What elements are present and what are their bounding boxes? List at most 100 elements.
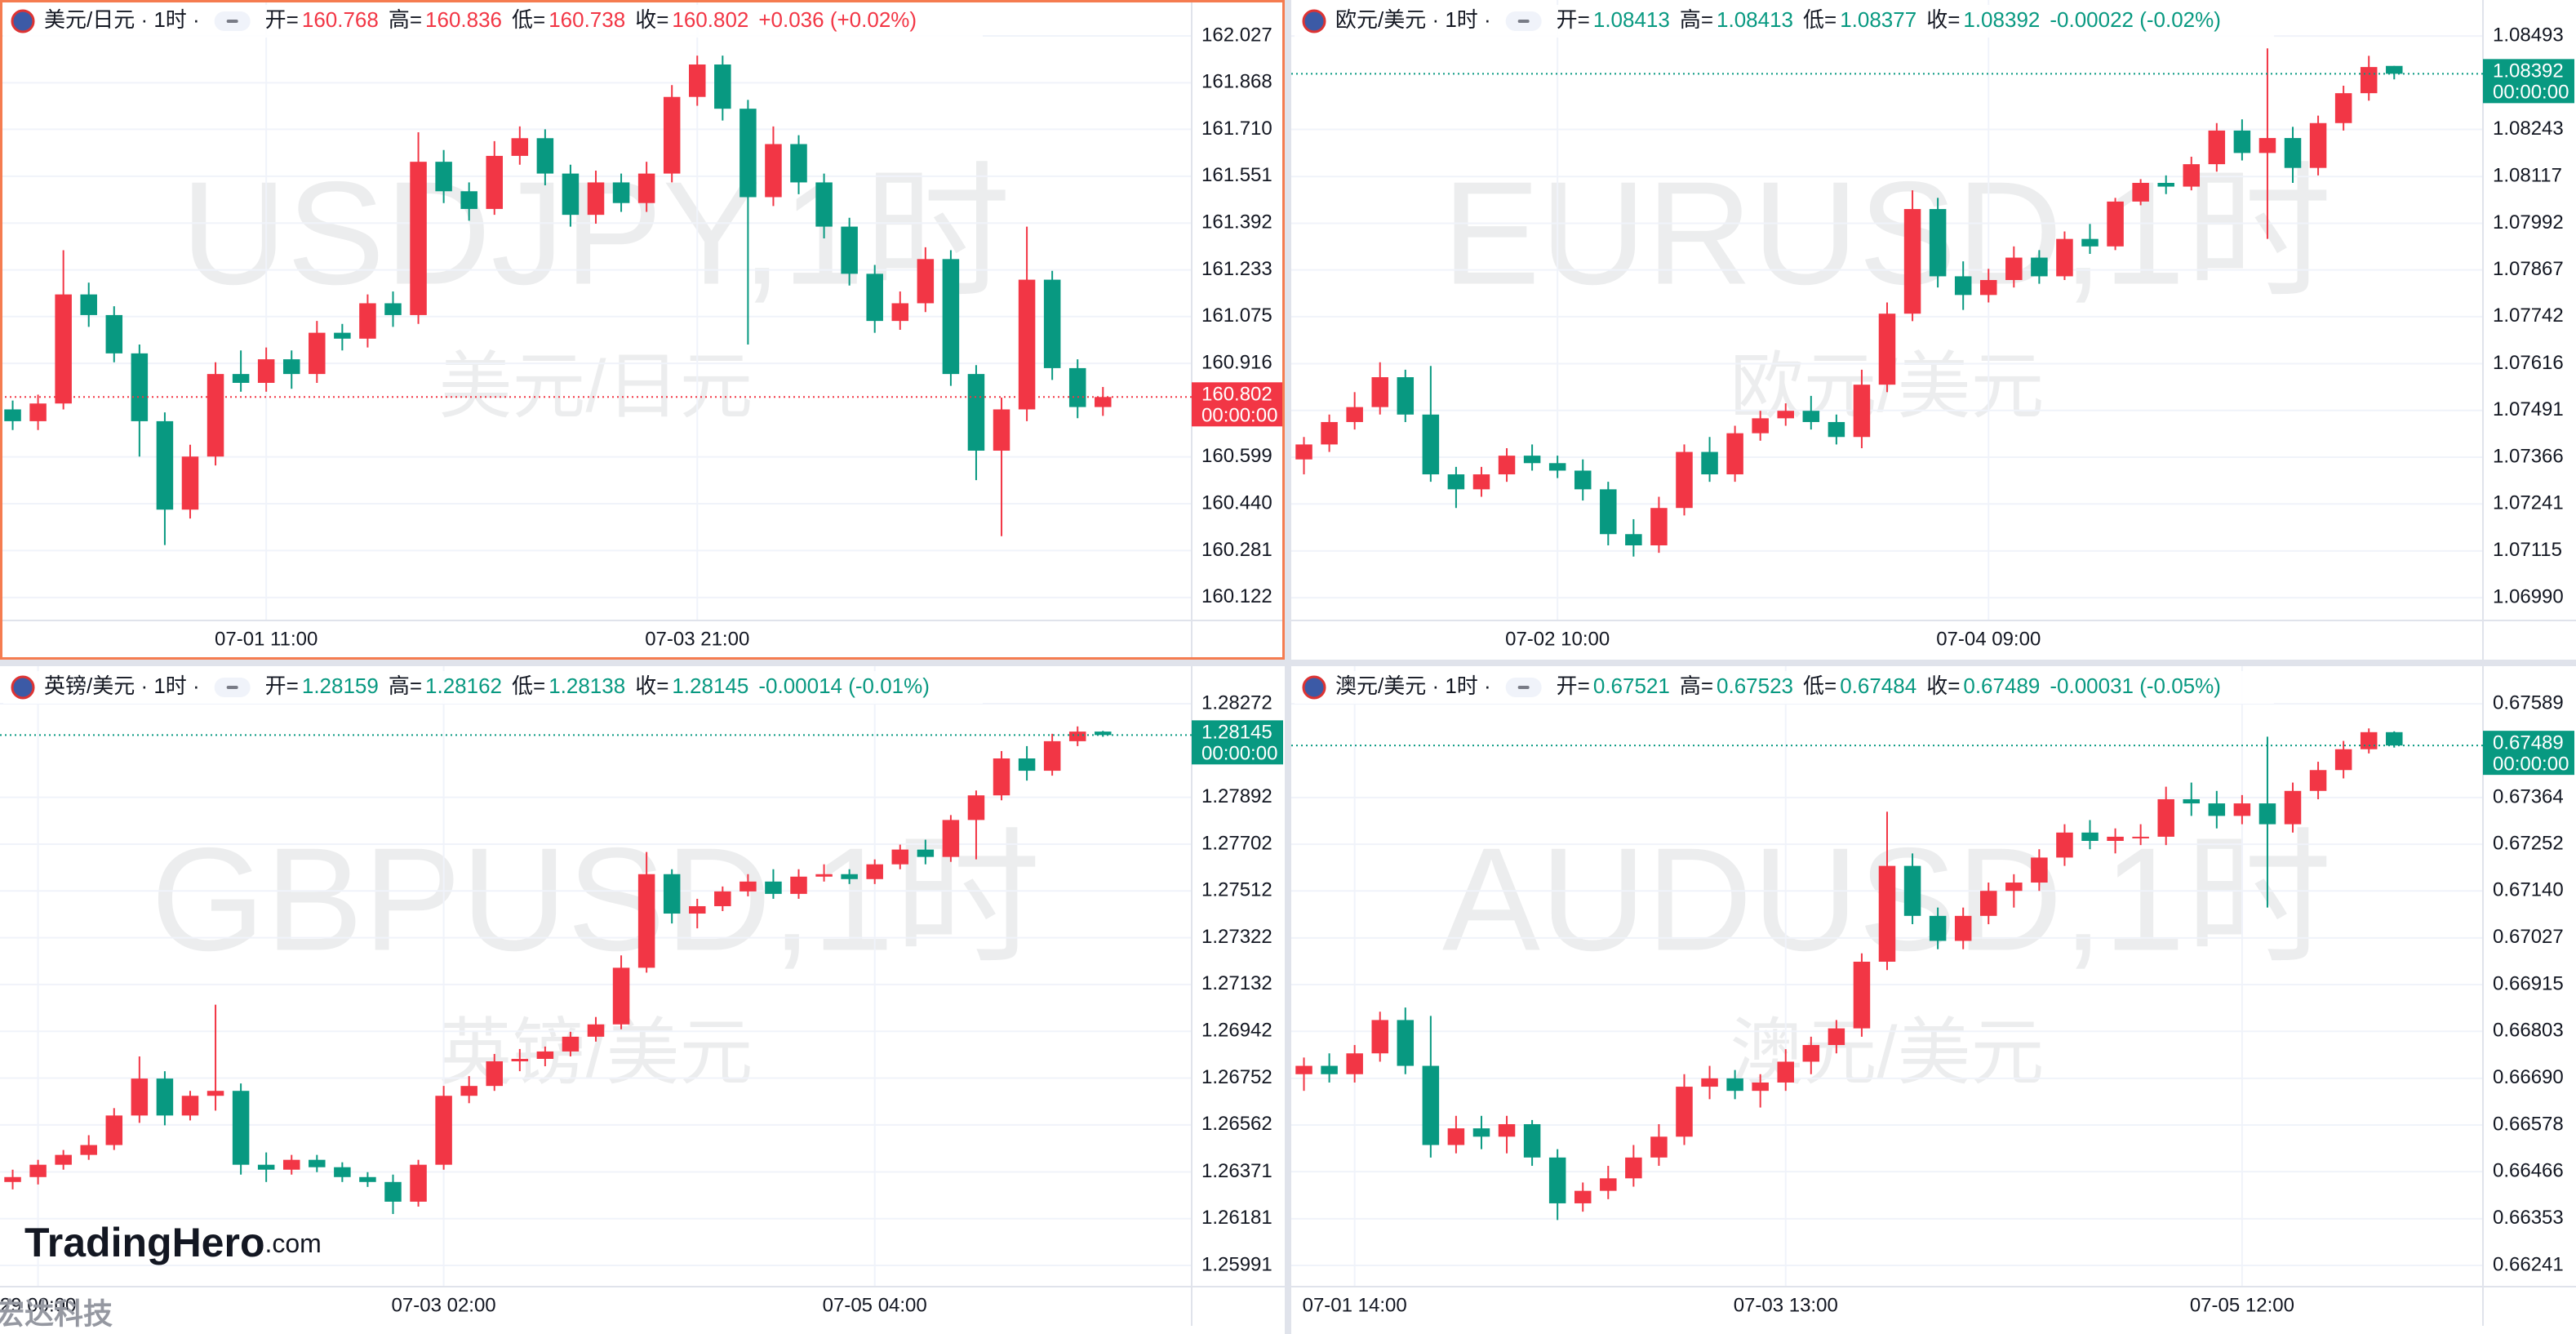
candle-body xyxy=(1878,865,1896,962)
candle-body xyxy=(1929,915,1947,941)
x-tick-label: 07-02 10:00 xyxy=(1505,628,1610,650)
x-tick-label: 07-04 09:00 xyxy=(1936,628,2041,650)
candle-body xyxy=(1802,411,1820,422)
candle-body xyxy=(1095,731,1112,736)
ohlc-label: 低= xyxy=(1803,674,1837,698)
ohlc-label: 收= xyxy=(635,674,668,698)
candle-body xyxy=(1422,1065,1440,1145)
candle-body xyxy=(4,409,21,421)
candle-body xyxy=(1321,421,1338,445)
candle-body xyxy=(587,1024,605,1037)
candle-body xyxy=(2183,164,2201,187)
candle-body xyxy=(486,1061,503,1087)
ohlc-value: 1.08413 xyxy=(1717,7,1793,32)
candle-body xyxy=(2208,130,2226,165)
y-tick-label: 1.08117 xyxy=(2493,165,2562,187)
candle-body xyxy=(1068,731,1086,741)
candle-body xyxy=(714,64,731,109)
candle-body xyxy=(105,1115,123,1145)
candle-body xyxy=(2360,67,2378,94)
price-badge xyxy=(1192,720,1283,765)
ohlc-label: 收= xyxy=(1926,674,1960,698)
candle-body xyxy=(2081,238,2099,247)
y-tick-label: 1.07992 xyxy=(2493,211,2564,233)
ohlc-label: 低= xyxy=(1803,7,1837,32)
y-tick-label: 1.07366 xyxy=(2493,445,2564,467)
ohlc-value: 1.08392 xyxy=(1963,7,2040,32)
candle-body xyxy=(29,403,47,421)
candle-body xyxy=(1625,534,1642,545)
chart-panel: GBPUSD,1时英镑/美元1.282721.278921.277021.275… xyxy=(0,666,1285,1326)
change: -0.00022 (-0.02%) xyxy=(2050,7,2221,32)
candle-body xyxy=(435,1096,452,1165)
candle-body xyxy=(2309,122,2327,168)
price-badge-time: 00:00:00 xyxy=(1201,743,1277,765)
toggle-dash xyxy=(226,20,238,23)
candle-body xyxy=(1980,891,1997,916)
candle-body xyxy=(587,182,605,216)
y-tick-label: 160.281 xyxy=(1201,539,1272,561)
y-tick-label: 0.66690 xyxy=(2493,1066,2564,1088)
candle-body xyxy=(1701,1078,1718,1087)
candle-body xyxy=(1043,279,1061,368)
selected-border xyxy=(0,0,1285,660)
candle-body xyxy=(2107,836,2124,842)
candle-body xyxy=(815,182,833,227)
candle-body xyxy=(1650,1136,1668,1158)
x-tick-label: 07-01 14:00 xyxy=(1303,1294,1407,1316)
ohlc-label: 开= xyxy=(265,7,299,32)
y-tick-label: 160.599 xyxy=(1201,445,1272,467)
flag-icon xyxy=(11,9,35,33)
candle-body xyxy=(2386,65,2403,74)
candle-body xyxy=(1447,1128,1465,1145)
candle-body xyxy=(942,820,960,857)
candle-body xyxy=(815,874,833,877)
y-tick-label: 1.07115 xyxy=(2493,539,2562,561)
chart-panel: EURUSD,1时欧元/美元1.084931.082431.081171.079… xyxy=(1291,0,2576,660)
candle-body xyxy=(511,138,529,156)
candle-body xyxy=(1726,433,1743,475)
candle-body xyxy=(232,1091,250,1165)
y-tick-label: 161.710 xyxy=(1201,118,1272,140)
candle-body xyxy=(359,303,376,339)
candle-body xyxy=(1523,1123,1541,1158)
candle-body xyxy=(2157,183,2174,187)
candle-body xyxy=(359,1176,376,1182)
candle-body xyxy=(131,1078,149,1116)
candle-body xyxy=(384,303,402,315)
candle-body xyxy=(2284,138,2302,168)
candle-body xyxy=(2360,731,2378,749)
ohlc-label: 高= xyxy=(1680,7,1713,32)
flag-icon xyxy=(1302,675,1326,700)
candle-body xyxy=(1878,313,1896,385)
candle-body xyxy=(1321,1065,1338,1074)
y-tick-label: 0.66353 xyxy=(2493,1207,2564,1229)
candle-body xyxy=(663,96,681,174)
ohlc-label: 低= xyxy=(512,674,545,698)
candle-body xyxy=(536,1051,554,1059)
y-tick-label: 0.67589 xyxy=(2493,691,2564,714)
candle-body xyxy=(612,967,630,1025)
y-tick-label: 1.26562 xyxy=(1201,1113,1272,1135)
ohlc-value: 1.08413 xyxy=(1593,7,1670,32)
price-badge-value: 160.802 xyxy=(1201,384,1272,406)
candle-body xyxy=(1422,414,1440,475)
y-tick-label: 1.07616 xyxy=(2493,352,2564,374)
candle-body xyxy=(309,1159,326,1167)
candle-body xyxy=(460,1086,477,1096)
candle-body xyxy=(282,359,300,375)
candle-body xyxy=(790,144,807,183)
candle-body xyxy=(207,1091,224,1096)
chart-panel: AUDUSD,1时澳元/美元0.675890.673640.672520.671… xyxy=(1291,666,2576,1326)
candle-body xyxy=(435,162,452,192)
candle-body xyxy=(1625,1157,1642,1179)
candle-body xyxy=(562,1036,580,1052)
candle-body xyxy=(1295,1065,1312,1074)
y-tick-label: 1.07241 xyxy=(2493,492,2564,514)
candle-body xyxy=(2233,803,2251,816)
y-tick-label: 1.25991 xyxy=(1201,1253,1272,1275)
candle-body xyxy=(1828,1028,1845,1046)
price-badge-time: 00:00:00 xyxy=(2493,753,2569,775)
candle-body xyxy=(2309,770,2327,791)
candle-body xyxy=(891,849,909,865)
